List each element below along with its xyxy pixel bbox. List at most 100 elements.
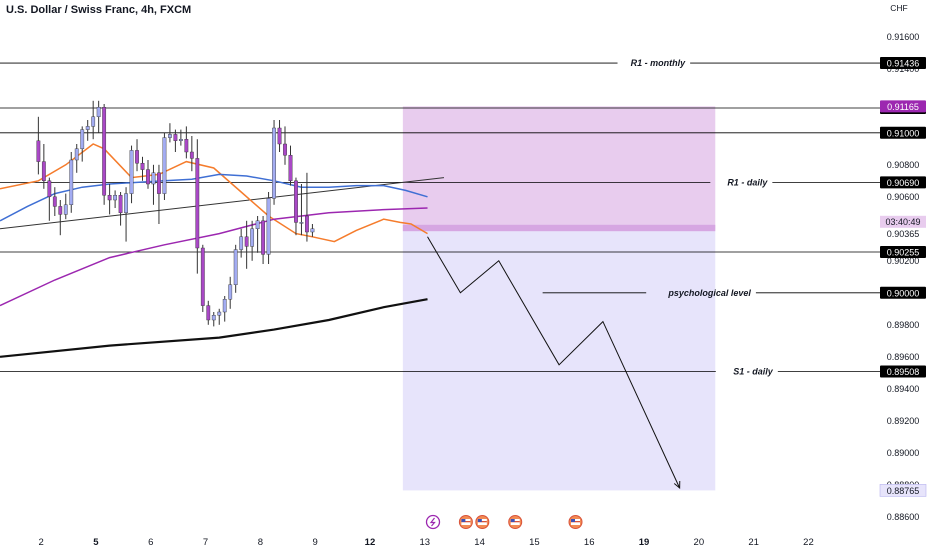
candle-body (91, 116, 96, 127)
candle-body (283, 143, 287, 156)
candle-body (266, 198, 271, 255)
profit-zone (402, 228, 716, 491)
candle-body (239, 236, 244, 250)
stop-price-tag: 0.91165 (887, 102, 919, 112)
entry-band (402, 224, 716, 232)
candle-body (146, 169, 150, 185)
level-price-tag: 0.91436 (887, 59, 920, 69)
time-tick: 9 (313, 537, 318, 548)
projection-path (427, 236, 681, 490)
chart-title: U.S. Dollar / Swiss Franc, 4h, FXCM (6, 4, 192, 16)
time-tick: 13 (419, 537, 430, 548)
level-price-tag-bg (880, 365, 926, 378)
candle-body (157, 172, 161, 194)
flag-stripe (461, 521, 471, 523)
time-tick: 15 (529, 537, 540, 548)
candle-body (310, 228, 315, 233)
price-tick: 0.89000 (887, 448, 920, 458)
indicator-lines (0, 143, 445, 358)
candle-body (261, 220, 265, 255)
candle-body (250, 228, 255, 247)
candle-body (52, 196, 57, 207)
timer-bg (880, 215, 926, 228)
level-price-tag: 0.90690 (887, 178, 920, 188)
candle-body (244, 236, 249, 247)
flag-canton (477, 519, 482, 522)
flag-canton (461, 519, 466, 522)
candle-body (195, 158, 200, 249)
candle-body (228, 284, 233, 300)
price-tick: 0.89600 (887, 352, 920, 362)
candle-body (184, 138, 189, 153)
candle-body (85, 126, 90, 130)
candle-body (47, 180, 52, 198)
price-tick: 0.90200 (887, 256, 920, 266)
current-price-label: 0.90365 (887, 229, 920, 239)
price-tick: 0.88600 (887, 512, 920, 522)
time-tick: 14 (474, 537, 485, 548)
level-price-tag-bg (880, 126, 926, 139)
candle-body (305, 215, 309, 233)
time-tick: 5 (93, 537, 99, 548)
candle-body (74, 148, 79, 161)
time-axis: 2 5 6 7 8 9 12 13 14 15 16 19 20 21 22 (38, 537, 813, 548)
candle-body (200, 247, 205, 306)
candle-body (151, 172, 156, 185)
moving-average-line (0, 207, 428, 307)
level-price-tag: 0.90255 (887, 248, 920, 258)
candle-body (102, 106, 107, 196)
candle-body (217, 311, 222, 316)
price-tick: 0.89400 (887, 384, 920, 394)
candle-body (299, 222, 304, 224)
candle-body (288, 154, 293, 181)
candle-body (80, 129, 85, 150)
time-tick: 7 (203, 537, 208, 548)
projection-line (427, 236, 681, 489)
price-axis: CHF0.916000.914000.908000.906000.902000.… (879, 3, 927, 522)
candle-body (41, 161, 46, 182)
countdown-timer: 03:40:49 (885, 217, 920, 227)
time-tick: 12 (365, 537, 376, 548)
flag-canton (571, 519, 576, 522)
candle-body (178, 138, 183, 141)
flag-stripe (571, 521, 581, 523)
candle-body (189, 151, 194, 159)
candle-body (222, 299, 227, 313)
flag-stripe (477, 521, 487, 523)
moving-average-line (0, 298, 428, 358)
candle-body (168, 134, 172, 138)
stop-zone (402, 106, 716, 229)
candle-body (107, 194, 112, 201)
candle-body (140, 162, 145, 170)
level-label: R1 - daily (727, 177, 768, 187)
price-tick: 0.89800 (887, 320, 920, 330)
time-tick: 21 (748, 537, 759, 548)
candles (36, 100, 315, 327)
candle-body (63, 204, 68, 215)
flag-stripe (510, 521, 520, 523)
projection-arrowhead (673, 480, 681, 490)
price-tick: 0.91600 (887, 32, 920, 42)
price-tick: 0.90600 (887, 192, 920, 202)
target-price-tag: 0.88765 (887, 486, 920, 496)
axis-currency: CHF (890, 3, 907, 13)
bolt-glyph (429, 517, 436, 527)
level-price-tag-bg (880, 286, 926, 299)
position-zones (402, 106, 716, 491)
level-price-tag: 0.90000 (887, 288, 920, 298)
level-label: R1 - monthly (631, 58, 686, 68)
candle-body (211, 315, 216, 321)
level-price-tag: 0.91000 (887, 128, 920, 138)
candle-body (36, 140, 41, 162)
price-levels: R1 - monthly R1 - daily psychological leve… (0, 58, 880, 377)
level-price-tag-bg (880, 57, 926, 70)
candle-body (255, 220, 260, 230)
level-price-tag-bg (880, 176, 926, 189)
price-tick: 0.89200 (887, 416, 920, 426)
moving-average-line (0, 143, 428, 243)
candle-body (69, 159, 74, 205)
candle-body (96, 106, 101, 117)
time-tick: 2 (38, 537, 43, 548)
